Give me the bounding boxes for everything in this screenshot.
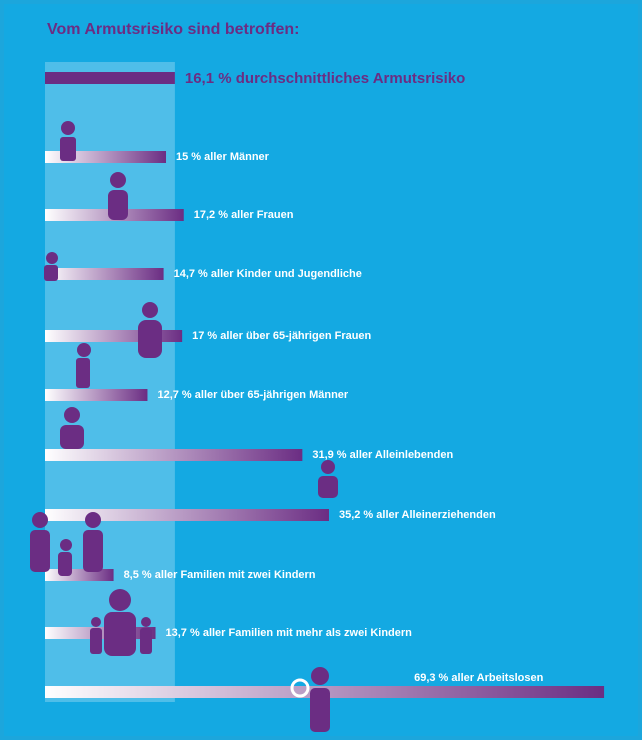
category-label: aller Familien mit mehr als zwei Kindern xyxy=(203,627,412,639)
value-label: 15 % xyxy=(176,151,201,163)
bar-label: 8,5 % aller Familien mit zwei Kindern xyxy=(124,569,316,581)
category-label: aller Alleinerziehenden xyxy=(376,509,496,521)
reference-value-label: 16,1 % xyxy=(185,70,232,87)
value-label: 13,7 % xyxy=(166,627,200,639)
category-label: aller Arbeitslosen xyxy=(451,672,543,684)
bar-label: 69,3 % aller Arbeitslosen xyxy=(414,672,543,684)
value-label: 35,2 % xyxy=(339,509,373,521)
value-label: 8,5 % xyxy=(124,569,152,581)
bar-label: 14,7 % aller Kinder und Jugendliche xyxy=(174,268,362,280)
bar-label: 15 % aller Männer xyxy=(176,151,270,163)
value-label: 31,9 % xyxy=(312,449,346,461)
bar xyxy=(45,389,148,401)
bar-label: 31,9 % aller Alleinlebenden xyxy=(312,449,453,461)
average-band xyxy=(45,62,175,702)
category-label: aller Männer xyxy=(204,151,270,163)
category-label: aller über 65-jährigen Männer xyxy=(195,389,349,401)
value-label: 17,2 % xyxy=(194,209,228,221)
reference-bar xyxy=(45,72,175,84)
category-label: aller Frauen xyxy=(231,209,294,221)
value-label: 14,7 % xyxy=(174,268,208,280)
category-label: aller Alleinlebenden xyxy=(350,449,454,461)
bar-label: 17,2 % aller Frauen xyxy=(194,209,294,221)
category-label: aller Kinder und Jugendliche xyxy=(211,268,362,280)
reference-text: durchschnittliches Armutsrisiko xyxy=(236,70,465,87)
chart-title: Vom Armutsrisiko sind betroffen: xyxy=(47,21,299,38)
bar-label: 35,2 % aller Alleinerziehenden xyxy=(339,509,496,521)
bar-label: 13,7 % aller Familien mit mehr als zwei … xyxy=(166,627,413,639)
category-label: aller Familien mit zwei Kindern xyxy=(155,569,316,581)
value-label: 12,7 % xyxy=(157,389,191,401)
bar xyxy=(45,268,164,280)
bar xyxy=(45,509,329,521)
value-label: 69,3 % xyxy=(414,672,448,684)
bar-label: 12,7 % aller über 65-jährigen Männer xyxy=(157,389,348,401)
icons xyxy=(30,121,338,732)
bar xyxy=(45,449,303,461)
bar xyxy=(45,569,114,581)
reference-label: 16,1 % durchschnittliches Armutsrisiko xyxy=(185,70,465,87)
category-label: aller über 65-jährigen Frauen xyxy=(220,330,371,342)
bar-label: 17 % aller über 65-jährigen Frauen xyxy=(192,330,371,342)
value-label: 17 % xyxy=(192,330,217,342)
